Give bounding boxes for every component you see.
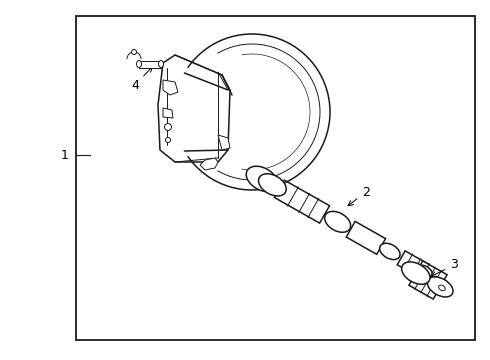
Ellipse shape — [380, 243, 400, 260]
Text: 2: 2 — [348, 185, 370, 206]
Ellipse shape — [165, 123, 172, 131]
Text: 3: 3 — [432, 258, 458, 276]
Polygon shape — [397, 251, 429, 278]
Ellipse shape — [427, 277, 453, 297]
Polygon shape — [158, 55, 230, 162]
Text: 1: 1 — [61, 149, 69, 162]
Ellipse shape — [439, 285, 445, 291]
Polygon shape — [346, 221, 386, 254]
Ellipse shape — [325, 211, 351, 232]
Text: 4: 4 — [131, 67, 152, 91]
Ellipse shape — [131, 50, 137, 54]
Ellipse shape — [158, 60, 164, 68]
Ellipse shape — [246, 166, 278, 192]
Ellipse shape — [402, 262, 430, 284]
Polygon shape — [409, 261, 447, 299]
Polygon shape — [274, 180, 330, 223]
Ellipse shape — [166, 138, 171, 143]
Polygon shape — [139, 60, 161, 68]
Polygon shape — [218, 135, 230, 150]
Polygon shape — [200, 158, 218, 170]
Ellipse shape — [259, 174, 286, 196]
Polygon shape — [163, 108, 173, 118]
Bar — [76, 16, 475, 340]
Ellipse shape — [137, 60, 142, 68]
Polygon shape — [163, 80, 178, 95]
Ellipse shape — [417, 265, 432, 277]
